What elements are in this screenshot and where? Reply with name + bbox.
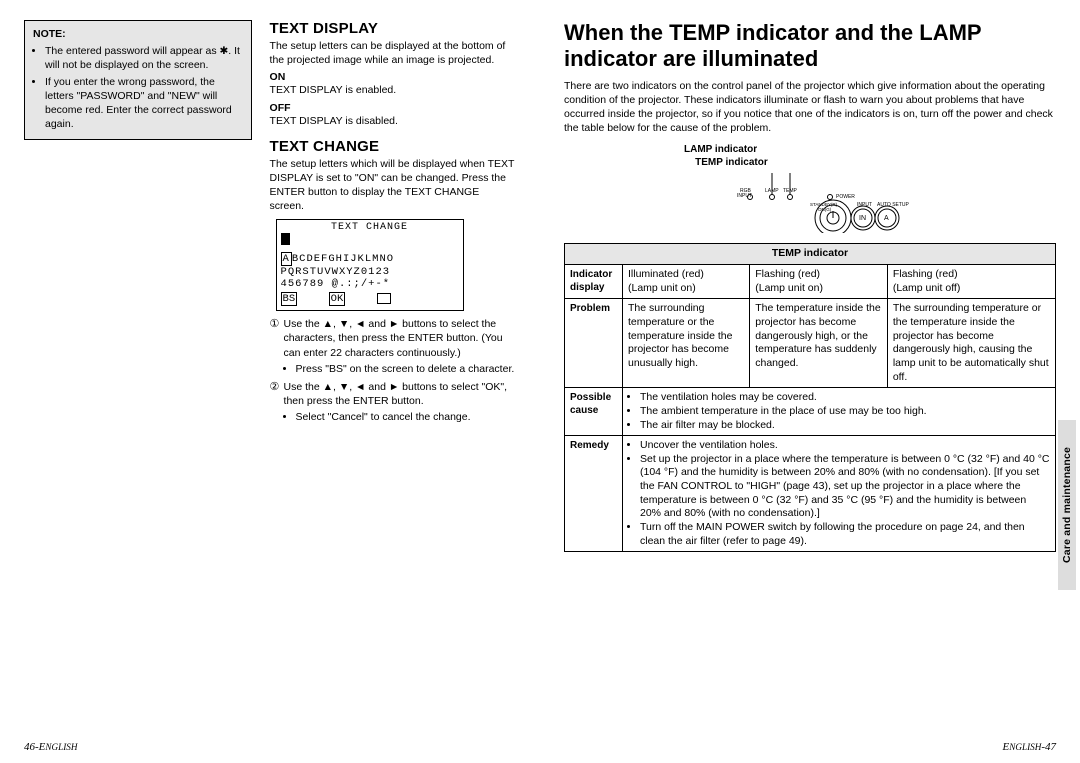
cause-2: The ambient temperature in the place of …: [640, 405, 1050, 419]
svg-text:ON(G): ON(G): [818, 207, 832, 212]
cell-problem-3: The surrounding temperature or the tempe…: [887, 299, 1055, 388]
cell-problem-2: The temperature inside the projector has…: [750, 299, 888, 388]
off-text: TEXT DISPLAY is disabled.: [270, 114, 516, 128]
side-tab: Care and maintenance: [1058, 420, 1076, 590]
text-change-body: The setup letters which will be displaye…: [270, 157, 516, 214]
row-remedy: Remedy: [565, 436, 623, 552]
cell-ind-3: Flashing (red)(Lamp unit off): [887, 265, 1055, 299]
tc-line1-rest: BCDEFGHIJKLMNO: [292, 253, 394, 265]
on-text: TEXT DISPLAY is enabled.: [270, 83, 516, 97]
step-2: ② Use the ▲, ▼, ◄ and ► buttons to selec…: [270, 380, 516, 425]
off-label: OFF: [270, 102, 516, 114]
svg-text:LAMP: LAMP: [765, 188, 779, 194]
right-page: When the TEMP indicator and the LAMP ind…: [540, 0, 1080, 763]
svg-text:TEMP: TEMP: [783, 188, 798, 194]
step-1-text: Use the ▲, ▼, ◄ and ► buttons to select …: [284, 318, 503, 358]
svg-text:IN: IN: [859, 215, 866, 222]
temp-indicator-label: TEMP indicator: [695, 157, 768, 168]
tc-screen-title: TEXT CHANGE: [281, 222, 459, 233]
text-change-heading: TEXT CHANGE: [270, 138, 516, 155]
page-num-right: ENGLISH-47: [1003, 741, 1056, 753]
note-item-2: If you enter the wrong password, the let…: [45, 75, 243, 132]
cell-problem-1: The surrounding temperature or the tempe…: [623, 299, 750, 388]
lamp-indicator-label: LAMP indicator: [684, 144, 757, 155]
right-title: When the TEMP indicator and the LAMP ind…: [564, 20, 1056, 73]
table-header: TEMP indicator: [565, 244, 1056, 265]
right-intro: There are two indicators on the control …: [564, 79, 1056, 136]
char-A: A: [281, 252, 292, 266]
step-num-2: ②: [270, 380, 280, 395]
svg-text:INPUT: INPUT: [857, 202, 872, 208]
text-change-screen: TEXT CHANGE ABCDEFGHIJKLMNO PQRSTUVWXYZ0…: [276, 219, 464, 311]
cursor-block: [281, 233, 290, 245]
note-item-1: The entered password will appear as ✱. I…: [45, 44, 243, 72]
cell-possible-cause: The ventilation holes may be covered. Th…: [623, 388, 1056, 436]
control-panel-diagram: RGB INPUT LAMP TEMP POWER STANDBY(R) ON(…: [660, 173, 960, 233]
note-box: NOTE: The entered password will appear a…: [24, 20, 252, 140]
cell-ind-1: Illuminated (red)(Lamp unit on): [623, 265, 750, 299]
step-num-1: ①: [270, 317, 280, 332]
row-indicator-display: Indicator display: [565, 265, 623, 299]
on-label: ON: [270, 71, 516, 83]
cell-remedy: Uncover the ventilation holes. Set up th…: [623, 436, 1056, 552]
remedy-3: Turn off the MAIN POWER switch by follow…: [640, 521, 1050, 548]
step-2-bullet: Select "Cancel" to cancel the change.: [296, 410, 516, 424]
row-problem: Problem: [565, 299, 623, 388]
indicator-labels: LAMP indicator TEMP indicator: [684, 143, 1056, 169]
cell-ind-2: Flashing (red)(Lamp unit on): [750, 265, 888, 299]
step-1: ① Use the ▲, ▼, ◄ and ► buttons to selec…: [270, 317, 516, 376]
left-page: NOTE: The entered password will appear a…: [0, 0, 540, 763]
ok-button: OK: [329, 292, 346, 306]
cancel-icon: [377, 293, 391, 304]
cause-3: The air filter may be blocked.: [640, 419, 1050, 433]
tc-line3: 456789 @.:;/+-*: [281, 278, 459, 290]
remedy-2: Set up the projector in a place where th…: [640, 453, 1050, 521]
row-possible-cause: Possible cause: [565, 388, 623, 436]
svg-text:INPUT: INPUT: [737, 193, 752, 199]
note-title: NOTE:: [33, 27, 243, 41]
page-num-left: 46-ENGLISH: [24, 741, 77, 753]
remedy-1: Uncover the ventilation holes.: [640, 439, 1050, 453]
step-2-text: Use the ▲, ▼, ◄ and ► buttons to select …: [284, 381, 508, 407]
text-display-body: The setup letters can be displayed at th…: [270, 39, 516, 67]
step-1-bullet: Press "BS" on the screen to delete a cha…: [296, 362, 516, 376]
bs-button: BS: [281, 292, 298, 306]
tc-line2: PQRSTUVWXYZ0123: [281, 266, 459, 278]
cause-1: The ventilation holes may be covered.: [640, 391, 1050, 405]
svg-text:POWER: POWER: [836, 194, 855, 200]
svg-text:AUTO SETUP: AUTO SETUP: [877, 202, 910, 208]
text-display-heading: TEXT DISPLAY: [270, 20, 516, 37]
svg-text:A: A: [884, 215, 889, 222]
temp-indicator-table: TEMP indicator Indicator display Illumin…: [564, 243, 1056, 552]
